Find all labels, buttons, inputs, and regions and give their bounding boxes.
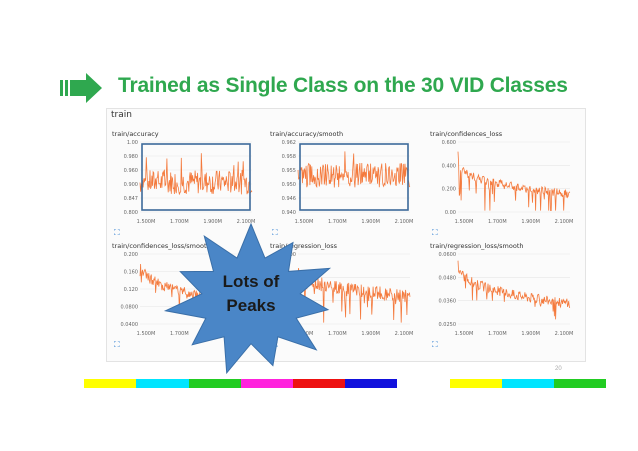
y-tick-label: 0.950 [282, 182, 296, 188]
chart-plot: 0.962 0.958 0.955 0.950 0.946 0.940 1.500M 1.70… [282, 140, 414, 225]
x-tick-label: 2.100M [395, 219, 414, 225]
y-tick-label: 0.0480 [439, 275, 457, 281]
x-tick-label: 1.700M [170, 219, 189, 225]
y-tick-label: 0.847 [124, 196, 138, 202]
chart-card: train/confidences_loss 0.600 0.400 0.200 0.0… [428, 130, 578, 240]
y-tick-label: 0.940 [282, 210, 296, 216]
y-tick-label: 0.980 [124, 154, 138, 160]
footer-color-segment [136, 379, 189, 388]
lots-of-peaks-callout: Lots of Peaks [156, 222, 346, 378]
footer-color-segment [397, 379, 450, 388]
x-tick-label: 1.700M [488, 331, 507, 337]
y-tick-label: 0.0250 [439, 322, 457, 328]
x-tick-label: 1.500M [455, 331, 474, 337]
footer-color-segment [501, 379, 554, 388]
chart-card: train/accuracy 1.00 0.980 0.960 0.900 0.847 0.… [110, 130, 260, 240]
x-tick-label: 1.500M [455, 219, 474, 225]
y-tick-label: 0.600 [442, 140, 456, 146]
callout-line-1: Lots of [222, 272, 280, 291]
y-tick-label: 0.160 [124, 270, 138, 276]
starburst-shape [163, 222, 332, 375]
y-tick-label: 0.900 [124, 182, 138, 188]
x-tick-label: 1.700M [328, 219, 347, 225]
y-tick-label: 0.400 [442, 163, 456, 169]
callout-line-2: Peaks [226, 296, 276, 315]
y-tick-label: 1.00 [127, 140, 138, 146]
series-line [457, 151, 571, 211]
x-tick-label: 2.100M [555, 331, 574, 337]
x-tick-label: 1.900M [361, 219, 380, 225]
highlight-box [299, 143, 409, 211]
chart-title: train/accuracy/smooth [270, 130, 344, 138]
series-line [139, 153, 253, 195]
y-tick-label: 0.200 [124, 252, 138, 258]
x-tick-label: 2.100M [555, 219, 574, 225]
x-tick-label: 1.500M [137, 219, 156, 225]
expand-icon[interactable]: ⛶ [114, 228, 120, 237]
highlight-box [141, 143, 251, 211]
x-tick-label: 1.700M [488, 219, 507, 225]
chart-card: train/regression_loss/smooth 0.0600 0.0480… [428, 242, 578, 352]
footer-color-segment [84, 379, 137, 388]
series-line [457, 260, 571, 320]
x-tick-label: 1.900M [521, 331, 540, 337]
expand-icon[interactable]: ⛶ [432, 228, 438, 237]
x-tick-label: 1.900M [203, 219, 222, 225]
expand-icon[interactable]: ⛶ [114, 340, 120, 349]
footer-color-segment [188, 379, 241, 388]
y-tick-label: 0.200 [442, 187, 456, 193]
y-tick-label: 0.958 [282, 154, 296, 160]
y-tick-label: 0.120 [124, 287, 138, 293]
x-tick-label: 1.700M [328, 331, 347, 337]
y-tick-label: 0.962 [282, 140, 296, 146]
series-line [297, 151, 411, 189]
series-line [297, 267, 411, 323]
chart-plot: 0.0600 0.0480 0.0360 0.0250 1.500M 1.700M 1.90… [439, 252, 574, 337]
x-tick-label: 1.700M [170, 331, 189, 337]
y-tick-label: 0.0360 [439, 299, 457, 305]
footer-color-segment [32, 379, 85, 388]
y-tick-label: 0.960 [124, 168, 138, 174]
footer-color-segment [345, 379, 398, 388]
panel-header: train [111, 110, 132, 120]
footer-color-segment [240, 379, 293, 388]
right-arrow-icon [60, 73, 102, 103]
slide-title: Trained as Single Class on the 30 VID Cl… [118, 74, 568, 97]
y-tick-label: 0.0800 [121, 305, 139, 311]
y-tick-label: 0.0400 [121, 322, 139, 328]
footer-color-segment [449, 379, 502, 388]
x-tick-label: 1.900M [521, 219, 540, 225]
chart-title: train/confidences_loss/smooth [112, 242, 211, 250]
y-tick-label: 0.00 [445, 210, 456, 216]
y-tick-label: 0.946 [282, 196, 296, 202]
expand-icon[interactable]: ⛶ [432, 340, 438, 349]
footer-color-segment [553, 379, 607, 388]
page-number: 20 [555, 366, 562, 372]
footer-color-bar [32, 379, 607, 388]
expand-icon[interactable]: ⛶ [272, 228, 278, 237]
chart-title: train/accuracy [112, 130, 159, 138]
x-tick-label: 2.100M [395, 331, 414, 337]
chart-title: train/confidences_loss [430, 130, 503, 138]
chart-title: train/regression_loss/smooth [430, 242, 524, 250]
y-tick-label: 0.955 [282, 168, 296, 174]
y-tick-label: 0.0600 [439, 252, 457, 258]
x-tick-label: 1.500M [137, 331, 156, 337]
x-tick-label: 1.900M [361, 331, 380, 337]
y-tick-label: 0.800 [124, 210, 138, 216]
chart-plot: 1.00 0.980 0.960 0.900 0.847 0.800 1.500M 1.700… [124, 140, 256, 225]
footer-color-segment [292, 379, 346, 388]
tensorboard-panel: train [106, 108, 586, 362]
chart-card: train/accuracy/smooth 0.962 0.958 0.955 0.95… [268, 130, 418, 240]
chart-title: train/regression_loss [270, 242, 337, 250]
x-tick-label: 1.500M [295, 219, 314, 225]
chart-plot: 0.600 0.400 0.200 0.00 1.500M 1.700M 1.900M 2.1… [442, 140, 574, 225]
x-tick-label: 2.100M [237, 219, 256, 225]
